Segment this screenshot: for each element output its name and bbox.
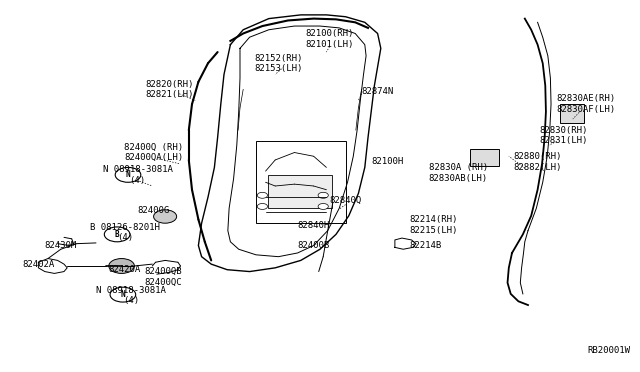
Circle shape bbox=[257, 203, 268, 209]
Circle shape bbox=[115, 167, 141, 182]
Text: N: N bbox=[120, 290, 125, 299]
Text: B 08126-8201H
(4): B 08126-8201H (4) bbox=[90, 223, 160, 242]
Text: 82840Q: 82840Q bbox=[330, 196, 362, 205]
Text: N 08918-3081A
(4): N 08918-3081A (4) bbox=[102, 165, 173, 185]
Text: 82100(RH)
82101(LH): 82100(RH) 82101(LH) bbox=[305, 29, 354, 49]
Text: N: N bbox=[125, 170, 131, 179]
Text: 82152(RH)
82153(LH): 82152(RH) 82153(LH) bbox=[254, 54, 303, 73]
Text: 82880(RH)
82882(LH): 82880(RH) 82882(LH) bbox=[513, 152, 562, 171]
Text: 82400QB
82400QC: 82400QB 82400QC bbox=[145, 267, 182, 287]
Circle shape bbox=[318, 203, 328, 209]
Text: 82214(RH)
82215(LH): 82214(RH) 82215(LH) bbox=[410, 215, 458, 235]
Circle shape bbox=[257, 192, 268, 198]
Text: 82214B: 82214B bbox=[410, 241, 442, 250]
Text: 82100H: 82100H bbox=[371, 157, 403, 166]
Text: 82420A: 82420A bbox=[109, 265, 141, 274]
Text: RB20001W: RB20001W bbox=[588, 346, 630, 355]
Text: 82400B: 82400B bbox=[298, 241, 330, 250]
Text: 82840H: 82840H bbox=[298, 221, 330, 230]
Circle shape bbox=[110, 287, 136, 302]
Circle shape bbox=[318, 192, 328, 198]
Text: 82430M: 82430M bbox=[45, 241, 77, 250]
Text: 82830AE(RH)
82830AF(LH): 82830AE(RH) 82830AF(LH) bbox=[556, 94, 615, 114]
Text: 82820(RH)
82821(LH): 82820(RH) 82821(LH) bbox=[145, 80, 194, 99]
Text: 82830A (RH)
82830AB(LH): 82830A (RH) 82830AB(LH) bbox=[429, 163, 488, 183]
Text: 82830(RH)
82831(LH): 82830(RH) 82831(LH) bbox=[539, 126, 588, 145]
Text: 82402A: 82402A bbox=[22, 260, 54, 269]
Text: 82400G: 82400G bbox=[138, 206, 170, 215]
FancyBboxPatch shape bbox=[268, 175, 332, 208]
Circle shape bbox=[154, 210, 177, 223]
FancyBboxPatch shape bbox=[470, 149, 499, 166]
Text: 82874N: 82874N bbox=[362, 87, 394, 96]
Circle shape bbox=[109, 259, 134, 273]
Text: 82400Q (RH)
82400QA(LH): 82400Q (RH) 82400QA(LH) bbox=[124, 143, 183, 162]
Text: N 08918-3081A
(4): N 08918-3081A (4) bbox=[96, 286, 166, 305]
Text: B: B bbox=[115, 230, 120, 239]
FancyBboxPatch shape bbox=[560, 104, 584, 123]
Circle shape bbox=[104, 227, 130, 242]
